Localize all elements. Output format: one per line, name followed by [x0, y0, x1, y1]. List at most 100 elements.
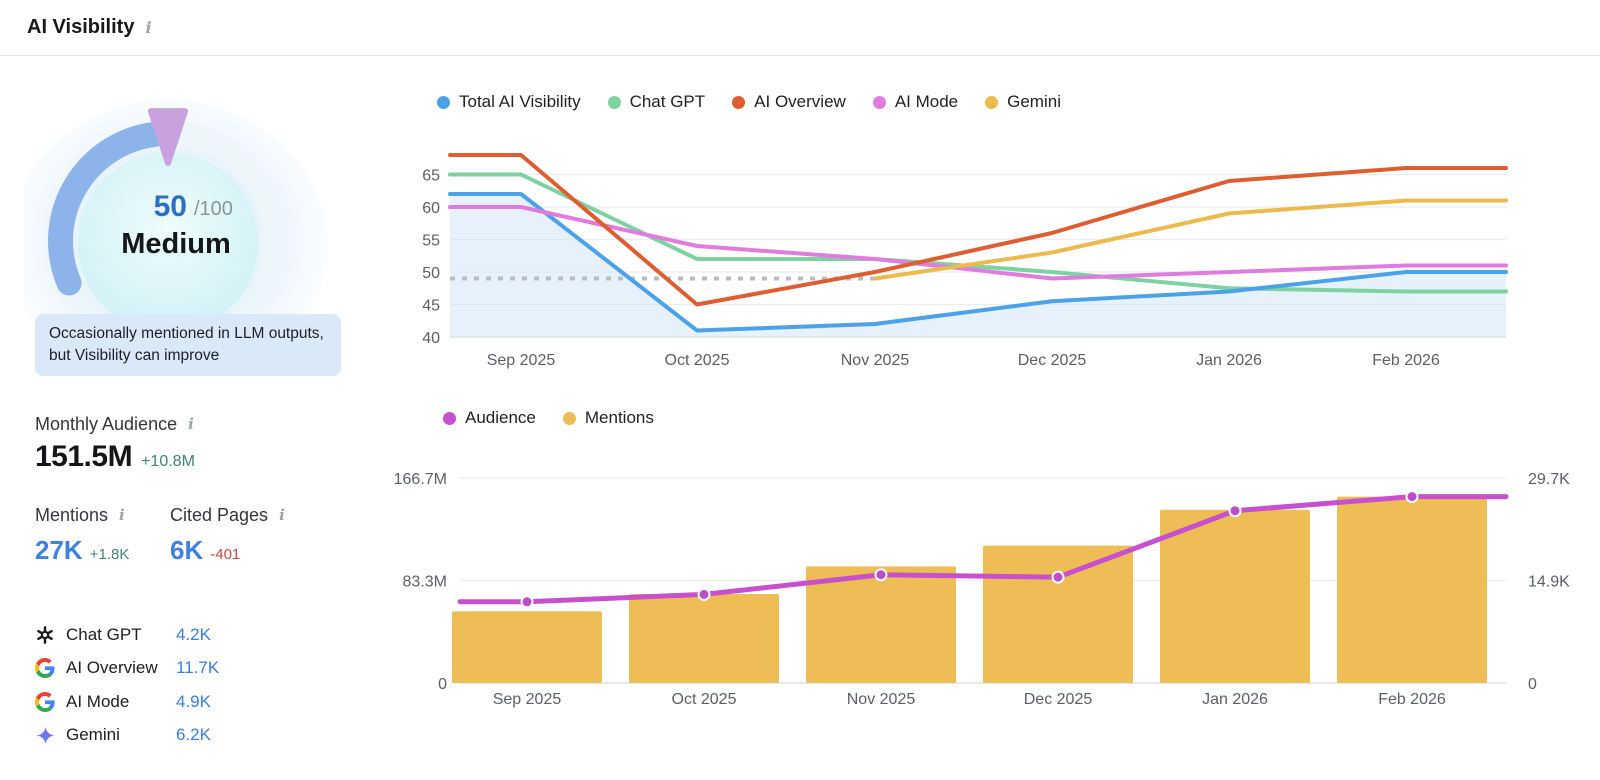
audience-point: [1228, 504, 1242, 518]
info-icon[interactable]: i: [279, 506, 285, 524]
platform-value[interactable]: 11.7K: [176, 658, 220, 678]
visibility-score-gauge: 50 /100 Medium: [24, 100, 328, 318]
legend-label: Total AI Visibility: [459, 92, 581, 111]
platform-row-ai-mode[interactable]: AI Mode 4.9K: [35, 685, 265, 719]
legend-item-mentions[interactable]: Mentions: [562, 408, 654, 428]
platform-list: Chat GPT 4.2K AI Overview 11.7K AI Mode …: [35, 618, 265, 752]
x-axis-tick: Feb 2026: [1378, 691, 1446, 708]
right-axis-tick: 14.9K: [1528, 574, 1570, 591]
platform-row-chatgpt[interactable]: Chat GPT 4.2K: [35, 618, 265, 652]
y-axis-tick: 60: [422, 200, 440, 217]
platform-row-gemini[interactable]: Gemini 6.2K: [35, 719, 265, 753]
left-axis-tick: 0: [438, 676, 447, 693]
info-icon[interactable]: i: [145, 17, 152, 37]
score-max: /100: [194, 198, 233, 220]
right-axis-tick: 0: [1528, 676, 1537, 693]
chatgpt-icon: [35, 625, 55, 645]
legend-dot: [607, 95, 621, 109]
platform-name: Gemini: [66, 725, 120, 745]
right-axis-tick: 29.7K: [1528, 471, 1570, 488]
line-ai-overview: [448, 153, 1508, 307]
monthly-audience-change: +10.8M: [141, 453, 195, 470]
line-total-ai-visibility: [448, 192, 1508, 333]
legend-dot: [562, 411, 576, 425]
y-axis-tick: 45: [422, 298, 440, 315]
score-description: Occasionally mentioned in LLM outputs, b…: [35, 314, 341, 376]
x-axis-tick: Oct 2025: [672, 691, 737, 708]
x-axis-tick: Oct 2025: [665, 352, 730, 369]
monthly-audience-value: 151.5M: [35, 440, 133, 473]
legend-item-ai-mode[interactable]: AI Mode: [872, 92, 959, 112]
audience-point: [1051, 570, 1065, 584]
gemini-icon: [35, 725, 55, 745]
legend-item-total-ai-visibility[interactable]: Total AI Visibility: [437, 92, 581, 112]
legend-item-ai-overview[interactable]: AI Overview: [732, 92, 846, 112]
score-value: 50: [154, 190, 187, 223]
legend-label: AI Mode: [894, 92, 959, 111]
legend-item-audience[interactable]: Audience: [443, 408, 536, 428]
x-axis-tick: Sep 2025: [493, 691, 562, 708]
cited-pages-change: -401: [210, 546, 241, 563]
y-axis-tick: 55: [422, 233, 440, 250]
audience-point: [520, 595, 534, 609]
platform-row-ai-overview[interactable]: AI Overview 11.7K: [35, 652, 265, 686]
x-axis-tick: Jan 2026: [1196, 352, 1262, 369]
line-gemini: [873, 198, 1508, 281]
platform-value[interactable]: 6.2K: [176, 725, 211, 745]
mentions-bar: [1337, 496, 1487, 683]
y-axis-tick: 65: [422, 168, 440, 185]
page-title: AI Visibility: [27, 16, 135, 38]
x-axis-tick: Dec 2025: [1018, 352, 1087, 369]
legend-label: Mentions: [584, 408, 654, 427]
mentions-value: 27K: [35, 535, 83, 565]
mentions-bar: [983, 545, 1133, 683]
legend-dot: [985, 95, 999, 109]
x-axis-tick: Sep 2025: [487, 352, 556, 369]
cited-pages-block: Cited Pages i 6K -401: [170, 505, 285, 566]
left-axis-tick: 166.7M: [394, 471, 447, 488]
info-icon[interactable]: i: [188, 415, 194, 433]
visibility-trend-chart[interactable]: 40 45 50 55 60 65 Sep 2025 Oct 2025 Nov 2025 Dec …: [385, 135, 1600, 380]
legend-dot: [443, 411, 456, 425]
platform-value[interactable]: 4.9K: [176, 691, 211, 711]
y-axis-tick: 40: [422, 330, 440, 347]
audience-mentions-chart[interactable]: 0 83.3M 166.7M 0 14.9K 29.7K Sep 2025 Oct 2025 N…: [385, 448, 1600, 708]
audience-line: [457, 494, 1509, 605]
y-axis-tick: 50: [422, 265, 440, 282]
monthly-audience-label: Monthly Audience: [35, 414, 178, 434]
audience-point: [874, 568, 888, 582]
gauge-value-arc: [48, 121, 168, 296]
mentions-bar: [629, 593, 779, 683]
cited-pages-label: Cited Pages: [170, 505, 269, 525]
info-icon[interactable]: i: [119, 506, 125, 524]
monthly-audience-block: Monthly Audience i: [35, 414, 194, 435]
platform-value[interactable]: 4.2K: [176, 624, 211, 644]
mentions-bar: [806, 566, 956, 683]
legend-item-chat-gpt[interactable]: Chat GPT: [607, 92, 705, 112]
google-icon: [35, 658, 55, 679]
platform-name: Chat GPT: [66, 624, 142, 644]
x-axis-tick: Nov 2025: [841, 352, 910, 369]
line-ai-mode: [448, 205, 1508, 281]
visibility-chart-legend: Total AI Visibility Chat GPT AI Overview AI…: [437, 92, 1061, 112]
x-axis-tick: Nov 2025: [847, 691, 916, 708]
mentions-bar: [1160, 509, 1310, 683]
score-label: Medium: [121, 228, 231, 260]
cited-pages-value: 6K: [170, 535, 204, 565]
page-header: AI Visibility i: [0, 0, 1600, 56]
legend-dot: [732, 95, 746, 109]
left-axis-tick: 83.3M: [403, 574, 447, 591]
x-axis-tick: Dec 2025: [1024, 691, 1093, 708]
legend-label: Gemini: [1007, 92, 1061, 111]
audience-point: [1405, 490, 1419, 504]
legend-item-gemini[interactable]: Gemini: [985, 92, 1061, 112]
legend-dot: [437, 95, 450, 109]
x-axis-tick: Jan 2026: [1202, 691, 1268, 708]
mentions-label: Mentions: [35, 505, 109, 525]
gauge-pointer-wedge: [147, 108, 189, 166]
google-icon: [35, 691, 55, 712]
mentions-bar: [452, 611, 602, 683]
legend-label: AI Overview: [754, 92, 846, 111]
total-visibility-area: [450, 194, 1506, 337]
platform-name: AI Mode: [66, 691, 130, 711]
